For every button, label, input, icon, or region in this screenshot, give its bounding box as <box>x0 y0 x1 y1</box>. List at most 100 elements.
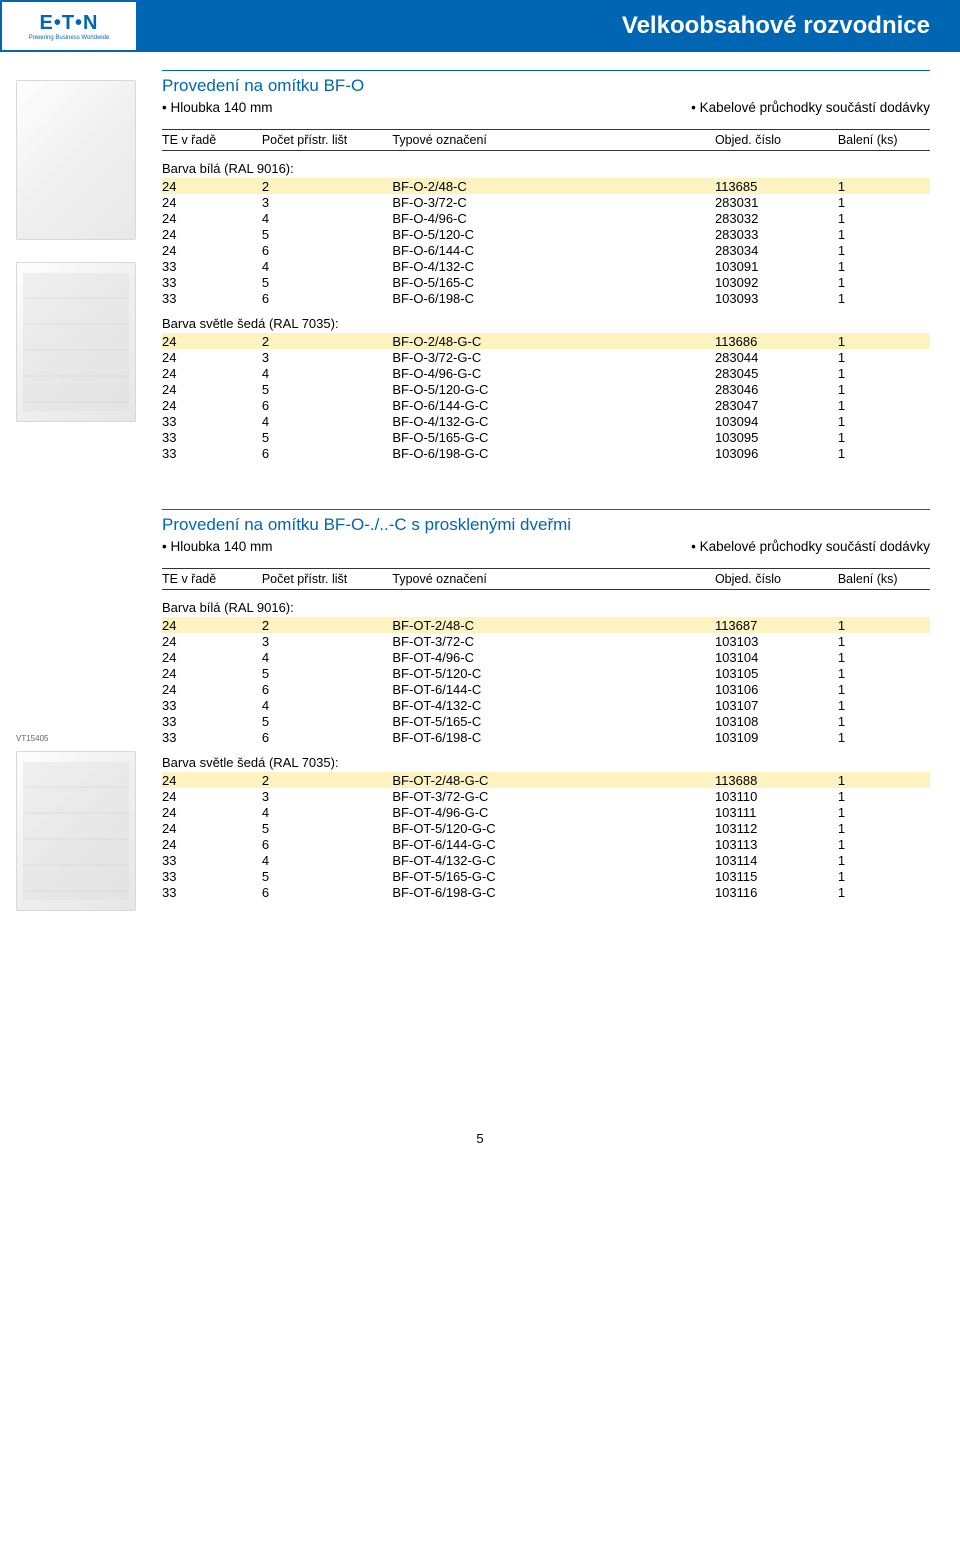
table-row: 334BF-OT-4/132-C1031071 <box>162 697 930 713</box>
table-cell: 1 <box>838 258 930 274</box>
image-label: VT15405 <box>16 734 150 743</box>
table-cell: 24 <box>162 820 262 836</box>
table-cell: BF-OT-2/48-G-C <box>392 772 715 788</box>
content: VT15405 Provedení na omítku BF-O Hloubka … <box>0 70 960 911</box>
section-title: Provedení na omítku BF-O <box>162 70 930 96</box>
table-cell: 1 <box>838 210 930 226</box>
table-cell: BF-OT-2/48-C <box>392 617 715 633</box>
table-cell: BF-O-2/48-C <box>392 178 715 194</box>
table-cell: 4 <box>262 697 393 713</box>
table-header-cell: Typové označení <box>392 130 715 151</box>
table-row: 335BF-OT-5/165-G-C1031151 <box>162 868 930 884</box>
table-cell: 5 <box>262 274 393 290</box>
table-header-cell: Balení (ks) <box>838 130 930 151</box>
table-cell: BF-O-4/132-G-C <box>392 413 715 429</box>
table-cell: 1 <box>838 868 930 884</box>
table-cell: 4 <box>262 852 393 868</box>
table-cell: 283047 <box>715 397 838 413</box>
table-row: 334BF-O-4/132-G-C1030941 <box>162 413 930 429</box>
table-cell: 5 <box>262 820 393 836</box>
table-cell: 283032 <box>715 210 838 226</box>
table-cell: 24 <box>162 365 262 381</box>
table-row: 336BF-OT-6/198-C1031091 <box>162 729 930 745</box>
table-row: 335BF-O-5/165-C1030921 <box>162 274 930 290</box>
table-cell: 4 <box>262 649 393 665</box>
table-cell: 1 <box>838 713 930 729</box>
logo-subtext: Powering Business Worldwide <box>29 35 110 41</box>
table-cell: 103103 <box>715 633 838 649</box>
table-cell: 24 <box>162 178 262 194</box>
table-row: 243BF-O-3/72-G-C2830441 <box>162 349 930 365</box>
right-column: Provedení na omítku BF-O Hloubka 140 mmKa… <box>162 70 960 911</box>
table-cell: 103091 <box>715 258 838 274</box>
table-cell: 283033 <box>715 226 838 242</box>
table-cell: 1 <box>838 381 930 397</box>
table-cell: 6 <box>262 397 393 413</box>
product-image-1 <box>16 80 136 240</box>
table-row: 243BF-OT-3/72-C1031031 <box>162 633 930 649</box>
table-cell: 4 <box>262 258 393 274</box>
table-cell: 3 <box>262 349 393 365</box>
table-header-cell: Balení (ks) <box>838 569 930 590</box>
section-bullets: Hloubka 140 mmKabelové průchodky součást… <box>162 539 930 554</box>
table-cell: 33 <box>162 713 262 729</box>
table-cell: 24 <box>162 242 262 258</box>
table-header-cell: Počet přístr. lišt <box>262 569 393 590</box>
table-cell: BF-O-2/48-G-C <box>392 333 715 349</box>
table-cell: 1 <box>838 274 930 290</box>
table-row: 242BF-OT-2/48-G-C1136881 <box>162 772 930 788</box>
table-row: 245BF-OT-5/120-C1031051 <box>162 665 930 681</box>
data-table: TE v řaděPočet přístr. lištTypové označe… <box>162 129 930 461</box>
table-cell: 33 <box>162 445 262 461</box>
table-cell: 4 <box>262 413 393 429</box>
table-cell: 2 <box>262 178 393 194</box>
table-header-cell: Objed. číslo <box>715 569 838 590</box>
table-row: 336BF-O-6/198-C1030931 <box>162 290 930 306</box>
table-cell: 1 <box>838 365 930 381</box>
table-cell: 103092 <box>715 274 838 290</box>
table-header-row: TE v řaděPočet přístr. lištTypové označe… <box>162 130 930 151</box>
table-cell: 1 <box>838 290 930 306</box>
table-row: 243BF-OT-3/72-G-C1031101 <box>162 788 930 804</box>
table-cell: 24 <box>162 210 262 226</box>
bullet: Kabelové průchodky součástí dodávky <box>691 539 930 554</box>
table-cell: BF-O-6/198-G-C <box>392 445 715 461</box>
table-cell: 1 <box>838 772 930 788</box>
table-cell: 24 <box>162 194 262 210</box>
table-cell: 33 <box>162 258 262 274</box>
table-cell: 1 <box>838 178 930 194</box>
table-row: 335BF-O-5/165-G-C1030951 <box>162 429 930 445</box>
table-cell: BF-OT-4/132-G-C <box>392 852 715 868</box>
header-bar: E•T•N Powering Business Worldwide Velkoo… <box>0 0 960 52</box>
table-cell: BF-OT-4/96-G-C <box>392 804 715 820</box>
table-cell: 1 <box>838 397 930 413</box>
table-cell: 33 <box>162 852 262 868</box>
table-cell: 3 <box>262 194 393 210</box>
table-cell: 5 <box>262 429 393 445</box>
table-cell: 283045 <box>715 365 838 381</box>
table-header-cell: Typové označení <box>392 569 715 590</box>
table-row: 245BF-OT-5/120-G-C1031121 <box>162 820 930 836</box>
table-row: 246BF-OT-6/144-G-C1031131 <box>162 836 930 852</box>
left-column: VT15405 <box>0 70 162 911</box>
table-cell: 24 <box>162 617 262 633</box>
table-cell: 103111 <box>715 804 838 820</box>
table-row: 245BF-O-5/120-G-C2830461 <box>162 381 930 397</box>
table-cell: 24 <box>162 804 262 820</box>
table-cell: 33 <box>162 729 262 745</box>
table-cell: 1 <box>838 349 930 365</box>
product-image-3 <box>16 751 136 911</box>
table-cell: 283034 <box>715 242 838 258</box>
table-cell: 6 <box>262 290 393 306</box>
table-cell: 103114 <box>715 852 838 868</box>
table-header-cell: TE v řadě <box>162 569 262 590</box>
table-cell: 103094 <box>715 413 838 429</box>
table-row: 334BF-OT-4/132-G-C1031141 <box>162 852 930 868</box>
section-gap <box>162 461 930 509</box>
table-cell: 283046 <box>715 381 838 397</box>
table-cell: BF-OT-6/144-C <box>392 681 715 697</box>
table-cell: BF-OT-3/72-C <box>392 633 715 649</box>
table-row: 244BF-O-4/96-G-C2830451 <box>162 365 930 381</box>
table-cell: 5 <box>262 226 393 242</box>
table-cell: 33 <box>162 429 262 445</box>
